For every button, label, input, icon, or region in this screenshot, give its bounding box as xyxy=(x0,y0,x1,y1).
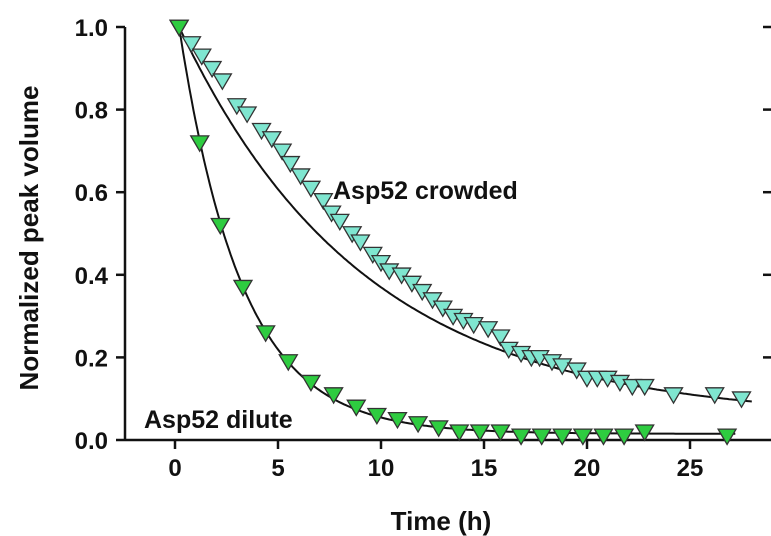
point-dilute xyxy=(323,387,344,405)
point-crowded xyxy=(313,193,334,211)
point-dilute xyxy=(716,428,738,446)
point-dilute xyxy=(449,424,470,442)
point-crowded xyxy=(271,143,293,161)
point-crowded xyxy=(212,73,233,91)
point-dilute xyxy=(168,19,190,37)
point-dilute xyxy=(531,428,552,446)
point-crowded xyxy=(261,131,282,149)
point-crowded xyxy=(201,60,223,79)
fit-curves xyxy=(178,26,752,435)
point-dilute xyxy=(572,428,594,446)
point-dilute xyxy=(552,428,573,446)
point-crowded xyxy=(634,378,655,397)
point-dilute xyxy=(469,424,491,442)
point-dilute xyxy=(613,428,635,446)
x-axis-title: Time (h) xyxy=(391,506,492,536)
point-crowded xyxy=(663,387,684,405)
point-crowded xyxy=(191,48,212,66)
point-dilute xyxy=(255,325,276,343)
label-asp52-dilute: Asp52 dilute xyxy=(144,406,293,434)
y-tick-label: 0.4 xyxy=(75,263,109,290)
point-dilute xyxy=(490,424,511,442)
point-dilute xyxy=(387,411,408,430)
point-crowded xyxy=(181,36,202,54)
point-dilute xyxy=(232,279,254,298)
fit-curve-dilute xyxy=(178,26,736,435)
x-tick-label: 20 xyxy=(574,455,601,482)
y-tick-label: 0.8 xyxy=(75,98,108,125)
y-axis-title: Normalized peak volume xyxy=(14,86,44,391)
point-dilute xyxy=(428,420,449,438)
point-crowded xyxy=(704,387,725,405)
data-points xyxy=(168,19,752,446)
point-dilute xyxy=(634,424,655,442)
point-dilute xyxy=(593,428,614,446)
y-tick-label: 0.2 xyxy=(75,345,108,372)
axes xyxy=(116,25,771,449)
point-crowded xyxy=(329,213,350,231)
point-crowded xyxy=(350,234,371,252)
y-tick-label: 1.0 xyxy=(75,15,108,42)
x-tick-label: 5 xyxy=(271,455,284,482)
x-tick-label: 10 xyxy=(368,455,395,482)
point-crowded xyxy=(280,155,301,174)
point-dilute xyxy=(366,407,388,426)
point-crowded xyxy=(236,106,258,124)
point-crowded xyxy=(731,391,752,409)
point-dilute xyxy=(407,416,429,434)
y-tick-label: 0.6 xyxy=(75,180,108,207)
point-crowded xyxy=(290,168,311,186)
tick-labels: 0.0 0.2 0.4 0.6 0.8 1.0 0 5 10 15 20 25 xyxy=(75,15,704,482)
point-crowded xyxy=(463,316,484,335)
point-crowded xyxy=(300,180,322,198)
point-dilute xyxy=(346,399,367,417)
point-dilute xyxy=(189,135,210,153)
x-tick-label: 15 xyxy=(471,455,498,482)
x-tick-label: 25 xyxy=(677,455,704,482)
point-dilute xyxy=(510,428,532,446)
point-dilute xyxy=(278,354,299,372)
point-dilute xyxy=(300,374,322,393)
fit-curve-crowded xyxy=(178,26,752,403)
x-tick-label: 0 xyxy=(168,455,181,482)
point-crowded xyxy=(622,378,643,397)
point-dilute xyxy=(210,217,231,236)
label-asp52-crowded: Asp52 crowded xyxy=(333,177,518,205)
point-crowded xyxy=(490,329,511,347)
y-tick-label: 0.0 xyxy=(75,428,108,455)
